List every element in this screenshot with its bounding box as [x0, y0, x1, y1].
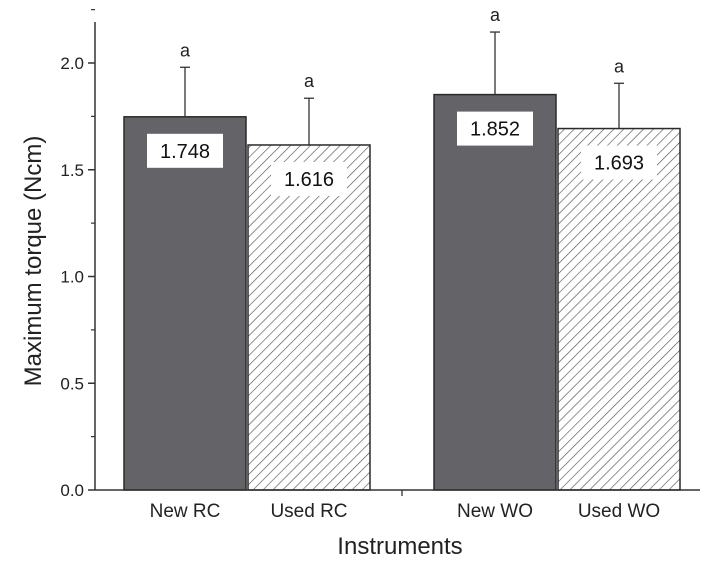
significance-label-3: a — [614, 56, 625, 76]
y-tick-label-3: 1.5 — [60, 161, 84, 180]
y-axis-ticks: 0.0 0.5 1.0 1.5 2.0 — [60, 9, 95, 500]
bar-3 — [557, 127, 681, 491]
bar-2 — [433, 93, 557, 491]
x-tick-label-0: New RC — [150, 501, 221, 522]
y-axis-title: Maximum torque (Ncm) — [20, 136, 47, 387]
x-tick-label-3: Used WO — [578, 501, 660, 522]
value-label-0: 1.748 — [160, 141, 210, 163]
value-label-box-3 — [581, 145, 657, 180]
x-axis-title: Instruments — [337, 533, 462, 560]
x-tick-label-2: New WO — [457, 501, 533, 522]
y-tick-label-1: 0.5 — [60, 374, 84, 393]
significance-label-2: a — [490, 5, 501, 25]
significance-label-0: a — [180, 40, 191, 60]
x-axis-ticks: New RC Used RC New WO Used WO — [150, 490, 660, 522]
value-label-1: 1.616 — [284, 169, 334, 191]
error-bars-group — [180, 31, 624, 145]
value-label-box-1 — [271, 161, 347, 196]
value-labels-group: a 1.748 a 1.616 a 1.852 a 1.693 — [147, 5, 657, 196]
y-tick-label-2: 1.0 — [60, 268, 84, 287]
value-label-box-2 — [457, 111, 533, 146]
value-label-3: 1.693 — [594, 153, 644, 175]
x-tick-label-1: Used RC — [270, 501, 347, 522]
y-tick-label-0: 0.0 — [60, 481, 84, 500]
significance-label-1: a — [304, 71, 315, 91]
value-label-2: 1.852 — [470, 119, 520, 141]
y-tick-label-4: 2.0 — [60, 54, 84, 73]
bar-0 — [123, 116, 247, 491]
bar-1 — [247, 144, 371, 491]
value-label-box-0 — [147, 133, 223, 168]
